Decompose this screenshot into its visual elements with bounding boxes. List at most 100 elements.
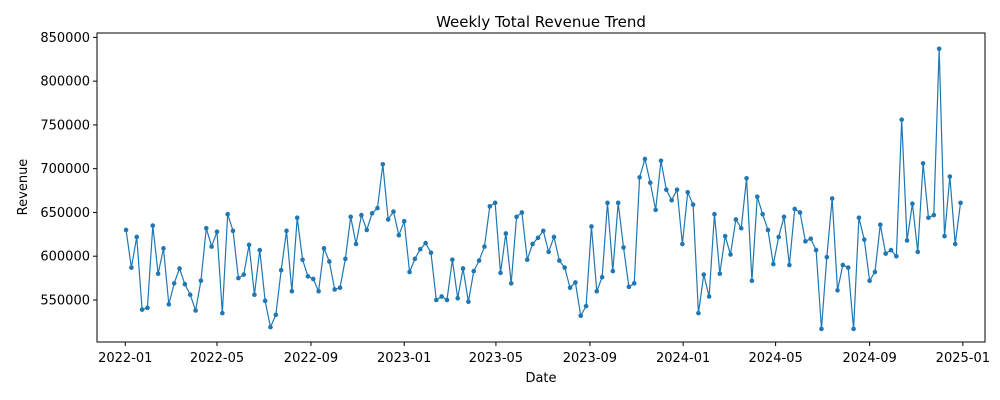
data-point bbox=[920, 161, 926, 166]
data-point bbox=[797, 210, 803, 215]
data-point bbox=[664, 187, 669, 192]
data-point bbox=[310, 276, 316, 282]
data-point bbox=[557, 258, 562, 263]
data-point bbox=[958, 200, 963, 206]
data-point bbox=[722, 233, 728, 239]
data-point bbox=[262, 298, 268, 304]
data-point bbox=[305, 274, 311, 279]
data-point bbox=[278, 267, 284, 273]
x-tick-label: 2022-05 bbox=[190, 351, 244, 366]
data-point bbox=[161, 246, 166, 251]
data-point bbox=[535, 235, 541, 241]
data-point bbox=[637, 175, 642, 180]
data-point bbox=[578, 313, 584, 319]
data-point bbox=[294, 215, 300, 220]
data-point bbox=[385, 217, 391, 222]
data-point bbox=[524, 257, 530, 263]
y-tick-label: 600000 bbox=[40, 250, 90, 265]
y-axis-ticks: 550000 600000 650000 700000 750000 800000 8500… bbox=[40, 31, 97, 308]
data-point bbox=[417, 246, 423, 252]
plot-frame bbox=[96, 32, 986, 343]
data-point bbox=[498, 270, 503, 276]
data-point bbox=[182, 281, 188, 287]
x-tick-label: 2023-05 bbox=[469, 351, 523, 366]
chart-title: Weekly Total Revenue Trend bbox=[436, 13, 646, 31]
data-point bbox=[910, 201, 915, 206]
data-point bbox=[225, 211, 230, 217]
y-axis-label: Revenue bbox=[16, 159, 31, 216]
data-point bbox=[332, 287, 337, 292]
data-point bbox=[594, 288, 600, 294]
data-point bbox=[744, 176, 749, 181]
data-point bbox=[519, 210, 525, 215]
data-point bbox=[540, 228, 546, 234]
data-point bbox=[829, 196, 835, 201]
data-point bbox=[605, 200, 610, 206]
data-point bbox=[904, 238, 910, 243]
y-tick-label: 850000 bbox=[40, 31, 90, 46]
data-point bbox=[926, 215, 931, 220]
data-point bbox=[856, 215, 862, 220]
data-point bbox=[508, 281, 514, 286]
data-point bbox=[220, 310, 225, 316]
x-tick-label: 2024-01 bbox=[656, 351, 710, 366]
data-point bbox=[466, 299, 471, 305]
data-point bbox=[674, 187, 680, 192]
data-point bbox=[236, 275, 241, 281]
data-point bbox=[434, 297, 439, 303]
x-axis-label: Date bbox=[525, 371, 556, 386]
data-point bbox=[155, 271, 161, 277]
data-point bbox=[562, 265, 567, 270]
data-point bbox=[803, 239, 808, 244]
data-point bbox=[359, 212, 364, 218]
data-point bbox=[872, 269, 878, 275]
y-tick-label: 650000 bbox=[40, 206, 90, 221]
data-point bbox=[845, 265, 851, 270]
data-point bbox=[380, 162, 386, 167]
data-point bbox=[145, 305, 150, 311]
data-point bbox=[631, 281, 637, 286]
data-point bbox=[819, 326, 824, 332]
data-point bbox=[647, 180, 653, 185]
data-point bbox=[257, 247, 263, 253]
data-point bbox=[177, 266, 182, 271]
data-point bbox=[776, 234, 781, 240]
data-point bbox=[428, 250, 434, 256]
data-point bbox=[150, 223, 156, 228]
data-point bbox=[487, 204, 493, 209]
data-point bbox=[129, 265, 134, 270]
data-point bbox=[203, 225, 209, 231]
data-point bbox=[899, 117, 904, 122]
x-tick-label: 2024-05 bbox=[748, 351, 802, 366]
x-tick-label: 2025-01 bbox=[936, 351, 990, 366]
data-point bbox=[412, 256, 418, 262]
data-point bbox=[252, 292, 257, 298]
data-point bbox=[316, 288, 321, 294]
data-point bbox=[690, 202, 696, 207]
data-point bbox=[246, 242, 252, 248]
data-point bbox=[166, 302, 172, 307]
x-tick-label: 2023-09 bbox=[563, 351, 617, 366]
data-point bbox=[808, 236, 814, 242]
data-point bbox=[471, 268, 477, 274]
data-point bbox=[492, 200, 498, 206]
data-point bbox=[610, 268, 616, 274]
data-point bbox=[460, 266, 466, 271]
data-point bbox=[696, 310, 701, 316]
data-point bbox=[209, 244, 214, 249]
data-point bbox=[503, 231, 509, 236]
y-tick-label: 800000 bbox=[40, 75, 90, 90]
data-point bbox=[685, 190, 691, 195]
data-point bbox=[771, 261, 776, 267]
data-point bbox=[680, 241, 685, 247]
data-point bbox=[214, 229, 220, 235]
data-point bbox=[851, 326, 856, 332]
data-point bbox=[754, 194, 760, 199]
data-point bbox=[583, 303, 589, 309]
data-point bbox=[813, 247, 819, 253]
data-point bbox=[193, 308, 198, 313]
data-point bbox=[626, 284, 632, 290]
data-point bbox=[476, 258, 482, 263]
data-point bbox=[781, 214, 787, 220]
